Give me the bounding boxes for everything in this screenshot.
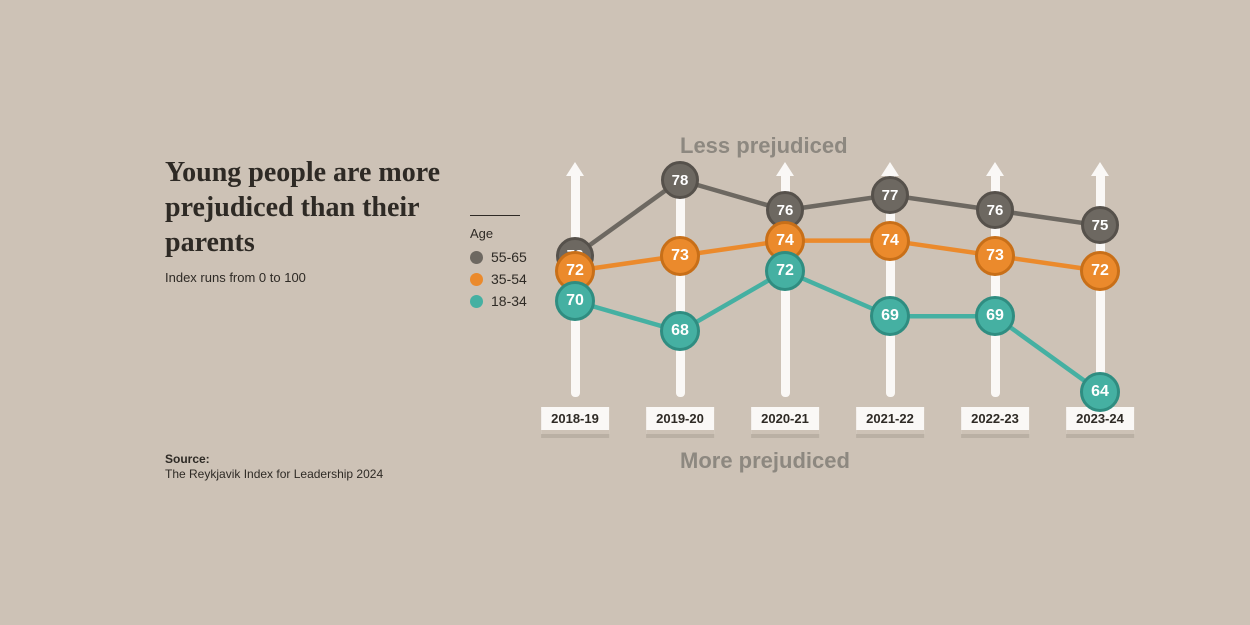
legend-item-label: 55-65 bbox=[491, 249, 527, 265]
legend-title: Age bbox=[470, 226, 527, 241]
year-label: 2022-23 bbox=[961, 407, 1029, 434]
line-chart: 2018-192019-202020-212021-222022-232023-… bbox=[545, 160, 1125, 440]
year-label: 2021-22 bbox=[856, 407, 924, 434]
legend: Age 55-65 35-54 18-34 bbox=[470, 215, 527, 315]
axis-arrow-head-icon bbox=[776, 162, 794, 176]
data-point: 73 bbox=[975, 236, 1015, 276]
data-point: 77 bbox=[871, 176, 909, 214]
year-label: 2020-21 bbox=[751, 407, 819, 434]
axis-arrow-line bbox=[676, 172, 685, 397]
axis-arrow-head-icon bbox=[566, 162, 584, 176]
data-point: 78 bbox=[661, 161, 699, 199]
legend-item: 35-54 bbox=[470, 271, 527, 287]
legend-dot-icon bbox=[470, 251, 483, 264]
source-label: Source: bbox=[165, 452, 210, 466]
legend-item: 55-65 bbox=[470, 249, 527, 265]
data-point: 64 bbox=[1080, 372, 1120, 412]
year-label: 2018-19 bbox=[541, 407, 609, 434]
legend-item-label: 18-34 bbox=[491, 293, 527, 309]
legend-dot-icon bbox=[470, 273, 483, 286]
legend-dot-icon bbox=[470, 295, 483, 308]
axis-arrow-head-icon bbox=[881, 162, 899, 176]
series-line bbox=[575, 241, 1100, 271]
legend-divider bbox=[470, 215, 520, 216]
chart-subtitle: Index runs from 0 to 100 bbox=[165, 270, 306, 285]
data-point: 69 bbox=[870, 296, 910, 336]
axis-arrow-head-icon bbox=[986, 162, 1004, 176]
legend-item-label: 35-54 bbox=[491, 271, 527, 287]
data-point: 73 bbox=[660, 236, 700, 276]
annotation-more-prejudiced: More prejudiced bbox=[680, 448, 850, 474]
data-point: 72 bbox=[765, 251, 805, 291]
series-line bbox=[575, 180, 1100, 256]
axis-arrow-head-icon bbox=[1091, 162, 1109, 176]
data-point: 69 bbox=[975, 296, 1015, 336]
chart-lines-svg bbox=[545, 160, 1125, 440]
series-line bbox=[575, 271, 1100, 392]
annotation-less-prejudiced: Less prejudiced bbox=[680, 133, 848, 159]
data-point: 74 bbox=[870, 221, 910, 261]
year-label: 2019-20 bbox=[646, 407, 714, 434]
legend-item: 18-34 bbox=[470, 293, 527, 309]
data-point: 70 bbox=[555, 281, 595, 321]
data-point: 72 bbox=[1080, 251, 1120, 291]
source-text: The Reykjavik Index for Leadership 2024 bbox=[165, 467, 383, 481]
chart-title: Young people are more prejudiced than th… bbox=[165, 155, 445, 260]
infographic-container: Young people are more prejudiced than th… bbox=[0, 0, 1250, 625]
